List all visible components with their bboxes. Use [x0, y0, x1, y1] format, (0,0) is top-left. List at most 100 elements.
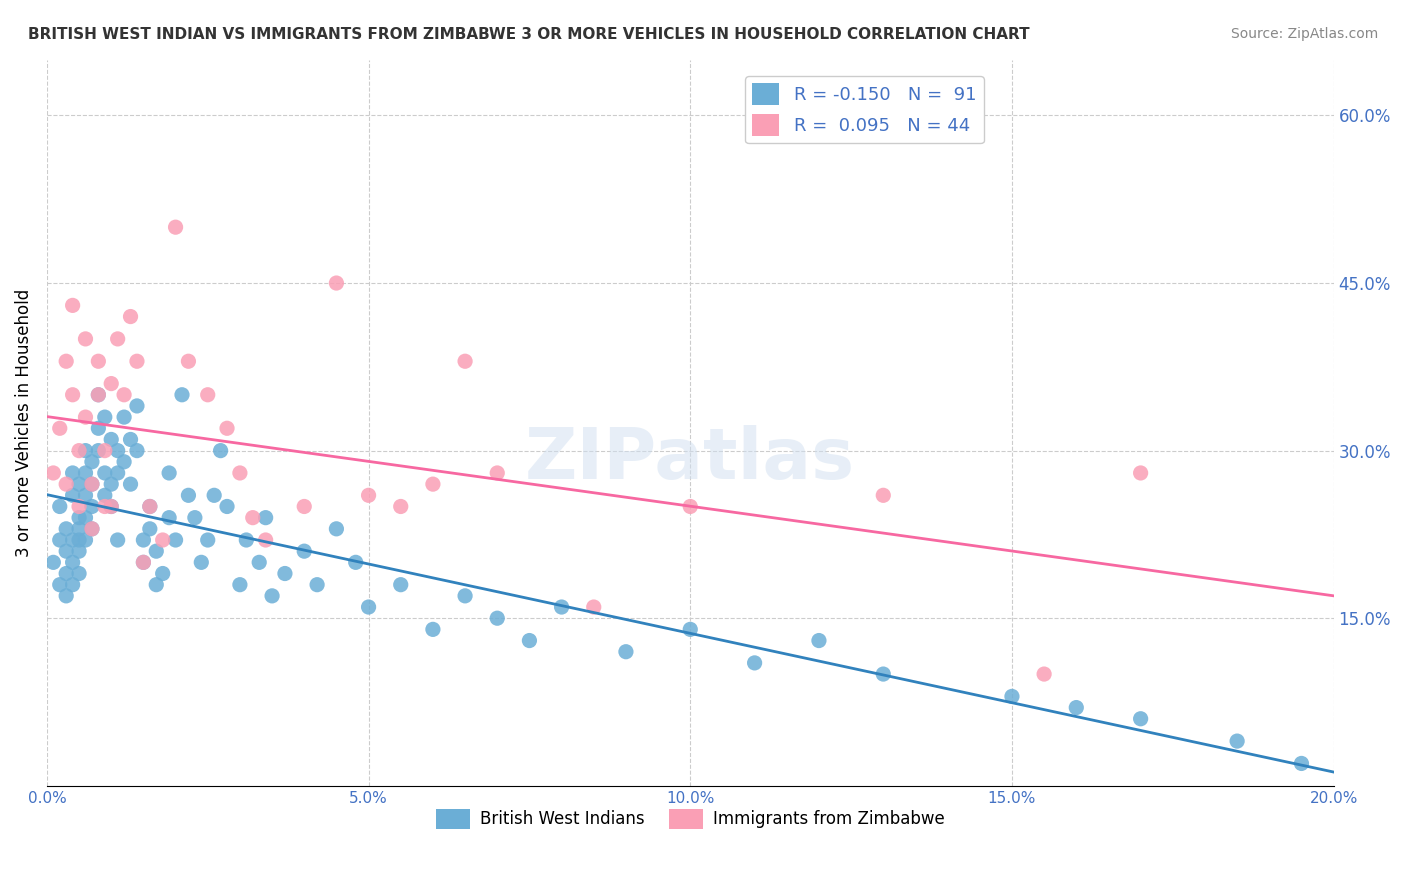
Point — [112, 410, 135, 425]
Point — [1129, 466, 1152, 480]
Point — [197, 388, 219, 402]
Point — [55, 566, 77, 581]
Point — [132, 555, 155, 569]
Point — [229, 577, 252, 591]
Point — [100, 433, 122, 447]
Point — [486, 466, 509, 480]
Point — [107, 332, 129, 346]
Point — [87, 388, 110, 402]
Point — [454, 354, 477, 368]
Legend: British West Indians, Immigrants from Zimbabwe: British West Indians, Immigrants from Zi… — [430, 802, 950, 836]
Point — [152, 566, 174, 581]
Point — [274, 566, 297, 581]
Point — [229, 466, 252, 480]
Point — [62, 298, 84, 312]
Point — [67, 510, 90, 524]
Point — [197, 533, 219, 547]
Y-axis label: 3 or more Vehicles in Household: 3 or more Vehicles in Household — [15, 289, 32, 557]
Point — [67, 533, 90, 547]
Point — [389, 500, 412, 514]
Point — [49, 500, 72, 514]
Point — [42, 466, 65, 480]
Point — [107, 466, 129, 480]
Point — [292, 544, 315, 558]
Point — [94, 466, 117, 480]
Point — [120, 310, 142, 324]
Point — [80, 477, 103, 491]
Point — [152, 533, 174, 547]
Point — [614, 645, 637, 659]
Point — [75, 533, 97, 547]
Point — [486, 611, 509, 625]
Point — [209, 443, 232, 458]
Point — [357, 488, 380, 502]
Point — [80, 477, 103, 491]
Point — [1001, 690, 1024, 704]
Point — [1226, 734, 1249, 748]
Point — [67, 522, 90, 536]
Point — [87, 388, 110, 402]
Point — [454, 589, 477, 603]
Point — [325, 276, 347, 290]
Point — [872, 488, 894, 502]
Point — [165, 220, 187, 235]
Point — [679, 623, 702, 637]
Point — [94, 488, 117, 502]
Point — [519, 633, 541, 648]
Point — [247, 555, 270, 569]
Point — [292, 500, 315, 514]
Point — [55, 522, 77, 536]
Point — [215, 500, 238, 514]
Point — [242, 510, 264, 524]
Point — [100, 500, 122, 514]
Point — [190, 555, 212, 569]
Point — [67, 544, 90, 558]
Point — [62, 388, 84, 402]
Point — [202, 488, 225, 502]
Point — [112, 455, 135, 469]
Point — [184, 510, 207, 524]
Point — [80, 500, 103, 514]
Point — [87, 421, 110, 435]
Point — [325, 522, 347, 536]
Point — [389, 577, 412, 591]
Point — [49, 421, 72, 435]
Point — [107, 443, 129, 458]
Point — [49, 577, 72, 591]
Point — [107, 533, 129, 547]
Point — [80, 522, 103, 536]
Point — [67, 443, 90, 458]
Point — [75, 488, 97, 502]
Point — [357, 600, 380, 615]
Point — [235, 533, 257, 547]
Point — [75, 443, 97, 458]
Point — [87, 443, 110, 458]
Point — [215, 421, 238, 435]
Point — [744, 656, 766, 670]
Point — [344, 555, 367, 569]
Point — [112, 388, 135, 402]
Point — [1291, 756, 1313, 771]
Point — [145, 544, 167, 558]
Point — [100, 500, 122, 514]
Point — [75, 466, 97, 480]
Point — [1064, 700, 1087, 714]
Point — [94, 500, 117, 514]
Point — [67, 477, 90, 491]
Point — [62, 533, 84, 547]
Point — [139, 500, 162, 514]
Point — [100, 477, 122, 491]
Point — [125, 443, 148, 458]
Point — [42, 555, 65, 569]
Point — [422, 623, 444, 637]
Point — [62, 577, 84, 591]
Point — [120, 433, 142, 447]
Point — [125, 354, 148, 368]
Point — [80, 522, 103, 536]
Point — [87, 354, 110, 368]
Text: Source: ZipAtlas.com: Source: ZipAtlas.com — [1230, 27, 1378, 41]
Point — [94, 410, 117, 425]
Point — [254, 533, 277, 547]
Point — [139, 522, 162, 536]
Point — [872, 667, 894, 681]
